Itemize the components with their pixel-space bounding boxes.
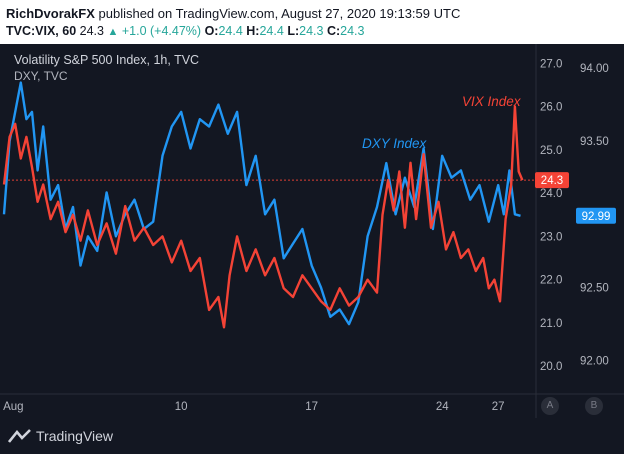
close-label: C: — [326, 24, 341, 38]
vix-price-label-bg — [535, 172, 569, 189]
author-name[interactable]: RichDvorakFX — [6, 6, 95, 21]
scale-button-a[interactable]: A — [541, 397, 559, 415]
tradingview-logo[interactable]: TradingView — [8, 428, 113, 444]
open-label: O: — [204, 24, 219, 38]
dxy-axis-tick: 92.00 — [580, 356, 609, 368]
time-axis-tick: 10 — [175, 401, 188, 413]
close-value: 24.3 — [340, 24, 365, 38]
time-axis-tick: Aug — [3, 401, 23, 413]
chart-footer: TradingView — [0, 418, 624, 454]
price-change: +1.0 (+4.47%) — [121, 24, 202, 38]
tradingview-brand: TradingView — [36, 428, 114, 444]
main-series-legend[interactable]: Volatility S&P 500 Index, 1h, TVC — [14, 53, 200, 67]
time-axis-tick: 27 — [492, 401, 505, 413]
vix-series-line — [2, 105, 524, 329]
vix-annotation: VIX Index — [462, 94, 522, 109]
vix-axis-tick: 21.0 — [540, 318, 562, 330]
last-price: 24.3 — [79, 24, 104, 38]
high-value: 24.4 — [259, 24, 284, 38]
up-triangle-icon: ▲ — [107, 26, 119, 38]
published-text: published on TradingView.com, August 27,… — [98, 6, 461, 21]
dxy-axis-tick: 93.50 — [580, 136, 609, 148]
vix-axis-tick: 26.0 — [540, 102, 562, 114]
dxy-axis-tick: 94.00 — [580, 63, 609, 75]
overlay-series-legend[interactable]: DXY, TVC — [14, 69, 68, 83]
high-label: H: — [246, 24, 260, 38]
open-value: 24.4 — [218, 24, 243, 38]
time-axis-tick: 24 — [436, 401, 449, 413]
dxy-price-label: 92.99 — [582, 211, 611, 223]
vix-price-label: 24.3 — [541, 175, 563, 187]
dxy-annotation: DXY Index — [362, 136, 428, 151]
time-axis-tick: 17 — [305, 401, 318, 413]
publish-info: RichDvorakFX published on TradingView.co… — [6, 6, 460, 21]
dxy-price-label-bg — [576, 207, 616, 224]
symbol-quote: TVC:VIX, 60 24.3 ▲ +1.0 (+4.47%) O:24.4 … — [6, 24, 365, 38]
symbol-name[interactable]: TVC:VIX, 60 — [6, 24, 77, 38]
low-label: L: — [287, 24, 300, 38]
vix-axis-tick: 25.0 — [540, 145, 562, 157]
vix-axis-tick: 22.0 — [540, 275, 562, 287]
vix-axis-tick: 23.0 — [540, 231, 562, 243]
dxy-axis-tick: 92.50 — [580, 283, 609, 295]
publish-header: RichDvorakFX published on TradingView.co… — [0, 0, 624, 44]
scale-button-b[interactable]: B — [585, 397, 603, 415]
vix-axis-tick: 24.0 — [540, 188, 562, 200]
tradingview-logo-icon — [8, 429, 31, 443]
chart-area[interactable]: 27.0 26.0 25.0 24.0 23.0 22.0 21.0 20.0 94.00 93.… — [0, 44, 624, 418]
dxy-series-line — [2, 81, 521, 326]
price-chart[interactable]: 27.0 26.0 25.0 24.0 23.0 22.0 21.0 20.0 94.00 93.… — [0, 44, 624, 418]
vix-axis-tick: 20.0 — [540, 361, 562, 373]
vix-axis-tick: 27.0 — [540, 58, 562, 70]
low-value: 24.3 — [299, 24, 324, 38]
